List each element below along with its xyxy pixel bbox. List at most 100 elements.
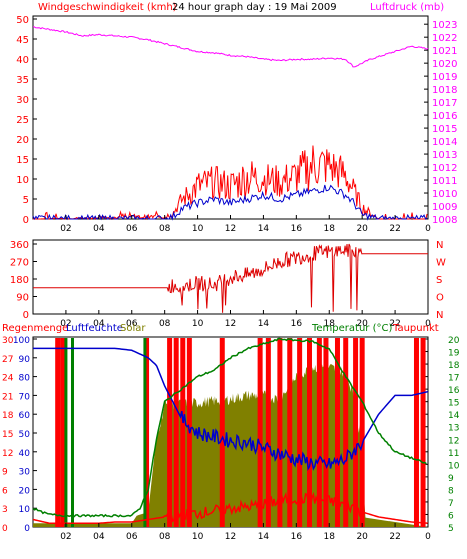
- rain-bar: [343, 338, 349, 527]
- y-tick-label: 5: [23, 195, 29, 206]
- y-tick-label: 1020: [432, 59, 457, 70]
- x-tick-label: 08: [159, 319, 171, 329]
- x-tick-label: 0: [425, 319, 431, 329]
- rain-tick-label: 21: [2, 392, 13, 402]
- rain-tick-label: 0: [2, 524, 8, 534]
- y-tick-label: 1022: [432, 33, 457, 44]
- humidity-line: [33, 347, 429, 471]
- temperature-tick-label: 20: [448, 336, 460, 346]
- humidity-tick-label: 10: [19, 505, 31, 515]
- x-tick-label: 22: [389, 224, 400, 234]
- direction-line: [33, 243, 428, 313]
- x-tick-label: 12: [225, 224, 236, 234]
- y-tick-label: 45: [16, 35, 29, 46]
- rain-bar: [144, 338, 150, 527]
- temperature-tick-label: 16: [448, 386, 460, 396]
- humidity-tick-label: 70: [19, 392, 31, 402]
- y-tick-label: 0: [23, 215, 29, 226]
- y-tick-label: 1018: [432, 85, 457, 96]
- x-tick-label: 06: [126, 224, 138, 234]
- rain-bar: [334, 338, 340, 527]
- temperature-tick-label: 8: [448, 486, 454, 496]
- humidity-tick-label: 0: [24, 524, 30, 534]
- y-tick-label: 90: [16, 293, 29, 304]
- y-tick-label: 360: [10, 240, 29, 251]
- rain-bar: [316, 338, 322, 527]
- temperature-tick-label: 15: [448, 399, 459, 409]
- pressure-line: [32, 26, 429, 68]
- y-tick-label: 1017: [432, 98, 457, 109]
- temperature-tick-label: 10: [448, 461, 460, 471]
- y-tick-label: 1013: [432, 150, 457, 161]
- rain-bar-green: [143, 338, 147, 527]
- y-tick-label: 180: [10, 275, 29, 286]
- compass-label: W: [436, 258, 446, 269]
- y-tick-label: 0: [23, 310, 29, 321]
- rain-humidity-solar-temperature-panel: 0010320630940125015601870218024902710030…: [2, 336, 460, 542]
- humidity-tick-label: 20: [19, 486, 31, 496]
- wind-pressure-panel: 0510152025303540455010081009101010111012…: [16, 15, 457, 234]
- x-tick-label: 22: [389, 319, 400, 329]
- compass-label: N: [436, 310, 443, 321]
- x-tick-label: 14: [258, 224, 270, 234]
- rain-bar: [323, 338, 329, 527]
- x-tick-label: 18: [324, 319, 336, 329]
- x-tick-label: 10: [192, 224, 204, 234]
- x-tick-label: 08: [159, 532, 171, 542]
- x-tick-label: 0: [425, 224, 431, 234]
- rain-bar: [297, 338, 303, 527]
- rain-bar-green: [64, 338, 68, 527]
- x-tick-label: 16: [291, 319, 303, 329]
- y-tick-label: 30: [16, 95, 29, 106]
- x-tick-label: 12: [225, 319, 236, 329]
- x-tick-label: 22: [389, 532, 400, 542]
- rain-bar: [167, 338, 173, 527]
- rain-bar: [173, 338, 179, 527]
- humidity-tick-label: 80: [19, 374, 31, 384]
- x-tick-label: 16: [291, 224, 303, 234]
- temperature-tick-label: 5: [448, 524, 454, 534]
- x-tick-label: 14: [258, 532, 270, 542]
- temperature-tick-label: 7: [448, 499, 454, 509]
- humidity-tick-label: 90: [19, 355, 31, 365]
- y-tick-label: 270: [10, 258, 29, 269]
- rain-tick-label: 24: [2, 374, 14, 384]
- temperature-tick-label: 12: [448, 436, 459, 446]
- y-tick-label: 1009: [432, 202, 457, 213]
- x-tick-label: 20: [356, 319, 368, 329]
- rain-tick-label: 30: [2, 336, 14, 346]
- x-tick-label: 08: [159, 224, 171, 234]
- y-tick-label: 1019: [432, 72, 457, 83]
- y-tick-label: 1016: [432, 111, 457, 122]
- y-tick-label: 1015: [432, 124, 457, 135]
- rain-bar-green: [71, 338, 74, 527]
- x-tick-label: 02: [60, 319, 71, 329]
- temperature-tick-label: 17: [448, 374, 459, 384]
- rain-bar: [353, 338, 359, 527]
- x-tick-label: 20: [356, 224, 368, 234]
- pressure-axis-label: Luftdruck (mb): [370, 2, 444, 13]
- x-tick-label: 04: [93, 532, 105, 542]
- x-tick-label: 06: [126, 532, 138, 542]
- humidity-tick-label: 40: [19, 449, 31, 459]
- rain-bar: [219, 338, 225, 527]
- humidity-tick-label: 30: [19, 468, 31, 478]
- y-tick-label: 25: [16, 115, 29, 126]
- y-tick-label: 1010: [432, 189, 457, 200]
- rain-tick-label: 6: [2, 486, 8, 496]
- x-tick-label: 04: [93, 319, 105, 329]
- x-tick-label: 10: [192, 532, 204, 542]
- rain-bar: [55, 338, 61, 527]
- temperature-label: Temperatur (°C): [311, 323, 392, 334]
- x-tick-label: 16: [291, 532, 303, 542]
- rain-label: Regenmenge: [2, 323, 68, 334]
- y-tick-label: 1014: [432, 137, 457, 148]
- temperature-tick-label: 19: [448, 349, 460, 359]
- rain-bar: [277, 338, 283, 527]
- rain-bar: [257, 338, 263, 527]
- rain-tick-label: 9: [2, 468, 8, 478]
- solar-area: [33, 362, 428, 527]
- humidity-label: Luftfeuchte: [66, 323, 123, 334]
- x-tick-label: 02: [60, 532, 71, 542]
- temperature-tick-label: 14: [448, 411, 460, 421]
